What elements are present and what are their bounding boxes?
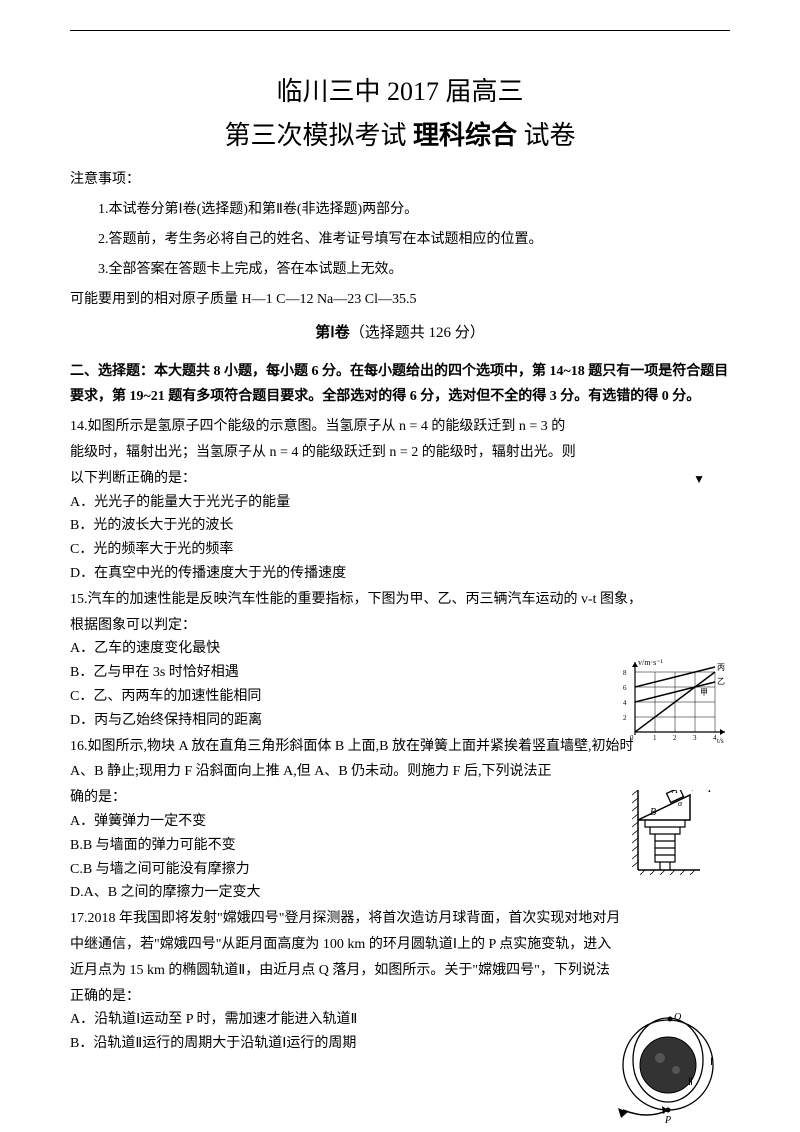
incline-diagram: B A F α [630, 790, 725, 875]
q17-stem-4: 正确的是： [70, 985, 730, 1009]
section-1-bold: 第Ⅰ卷 [315, 325, 349, 341]
notice-item-1: 1.本试卷分第Ⅰ卷(选择题)和第Ⅱ卷(非选择题)两部分。 [98, 198, 730, 222]
xtick-3: 3 [693, 734, 697, 742]
atomic-mass: 可能要用到的相对原子质量 H—1 C—12 Na—23 Cl—35.5 [70, 288, 730, 312]
title-2-right: 试卷 [517, 121, 576, 150]
title-line-1: 临川三中 2017 届高三 [70, 70, 730, 114]
q15-stem-1: 15.汽车的加速性能是反映汽车性能的重要指标，下图为甲、乙、丙三辆汽车运动的 v… [70, 588, 730, 612]
q16-option-d: D.A、B 之间的摩擦力一定变大 [70, 881, 730, 905]
line-jia: 甲 [700, 688, 708, 697]
selection-instruction: 二、选择题：本大题共 8 小题，每小题 6 分。在每小题给出的四个选项中，第 1… [70, 359, 730, 409]
notice-item-3: 3.全部答案在答题卡上完成，答在本试题上无效。 [98, 258, 730, 282]
label-q: Q [674, 1012, 682, 1023]
q17-stem-1: 17.2018 年我国即将发射"嫦娥四号"登月探测器，将首次造访月球背面，首次实… [70, 907, 730, 931]
label-orbit-1: Ⅰ [710, 1057, 713, 1068]
q15-stem-2: 根据图象可以判定： [70, 614, 730, 638]
vt-graph: 8 6 4 2 0 1 2 3 4 v/m·s⁻¹ t/s 丙 乙 甲 [620, 657, 730, 747]
q14-stem-3: 以下判断正确的是： [70, 467, 730, 491]
label-alpha: α [678, 799, 683, 808]
notice-item-2: 2.答题前，考生务必将自己的姓名、准考证号填写在本试题相应的位置。 [98, 228, 730, 252]
label-b: B [650, 807, 656, 818]
origin: 0 [630, 734, 634, 742]
q14-stem-2: 能级时，辐射出光；当氢原子从 n = 4 的能级跃迁到 n = 2 的能级时，辐… [70, 441, 730, 465]
title-line-2: 第三次模拟考试 理科综合 试卷 [70, 114, 730, 158]
line-bing: 丙 [717, 663, 725, 672]
q14-option-b: B．光的波长大于光的波长 [70, 514, 730, 538]
top-rule [70, 30, 730, 31]
ylabel: v/m·s⁻¹ [638, 658, 663, 667]
section-1-header: 第Ⅰ卷（选择题共 126 分） [70, 321, 730, 347]
q14-option-a: A．光光子的能量大于光光子的能量 [70, 491, 730, 515]
q14-stem-1: 14.如图所示是氢原子四个能级的示意图。当氢原子从 n = 4 的能级跃迁到 n… [70, 415, 730, 439]
ytick-8: 8 [623, 669, 627, 677]
title-2-left: 第三次模拟考试 [224, 121, 413, 150]
title-2-bold: 理科综合 [413, 121, 517, 150]
section-1-rest: （选择题共 126 分） [350, 325, 485, 341]
q14-option-c: C．光的频率大于光的频率 [70, 538, 730, 562]
xtick-2: 2 [673, 734, 677, 742]
xlabel: t/s [717, 737, 724, 745]
q14-option-d: D．在真空中光的传播速度大于光的传播速度 [70, 562, 730, 586]
label-a: A [671, 790, 678, 795]
line-yi: 乙 [717, 677, 725, 686]
q17-stem-2: 中继通信，若"嫦娥四号"从距月面高度为 100 km 的环月圆轨道Ⅰ上的 P 点… [70, 933, 730, 957]
q17-stem-3: 近月点为 15 km 的椭圆轨道Ⅱ，由近月点 Q 落月，如图所示。关于"嫦娥四号… [70, 959, 730, 983]
ytick-6: 6 [623, 684, 627, 692]
label-orbit-2: Ⅱ [688, 1077, 693, 1088]
ytick-2: 2 [623, 714, 627, 722]
q16-stem-2: A、B 静止;现用力 F 沿斜面向上推 A,但 A、B 仍未动。则施力 F 后,… [70, 760, 730, 784]
orbit-diagram: Q Ⅰ Ⅱ P [618, 1010, 728, 1125]
ytick-4: 4 [623, 699, 627, 707]
label-p: P [664, 1115, 671, 1125]
q14-diagram-mark: ▼ [693, 469, 705, 489]
notice-label: 注意事项： [70, 168, 730, 192]
xtick-1: 1 [653, 734, 657, 742]
label-f: F [707, 790, 715, 795]
